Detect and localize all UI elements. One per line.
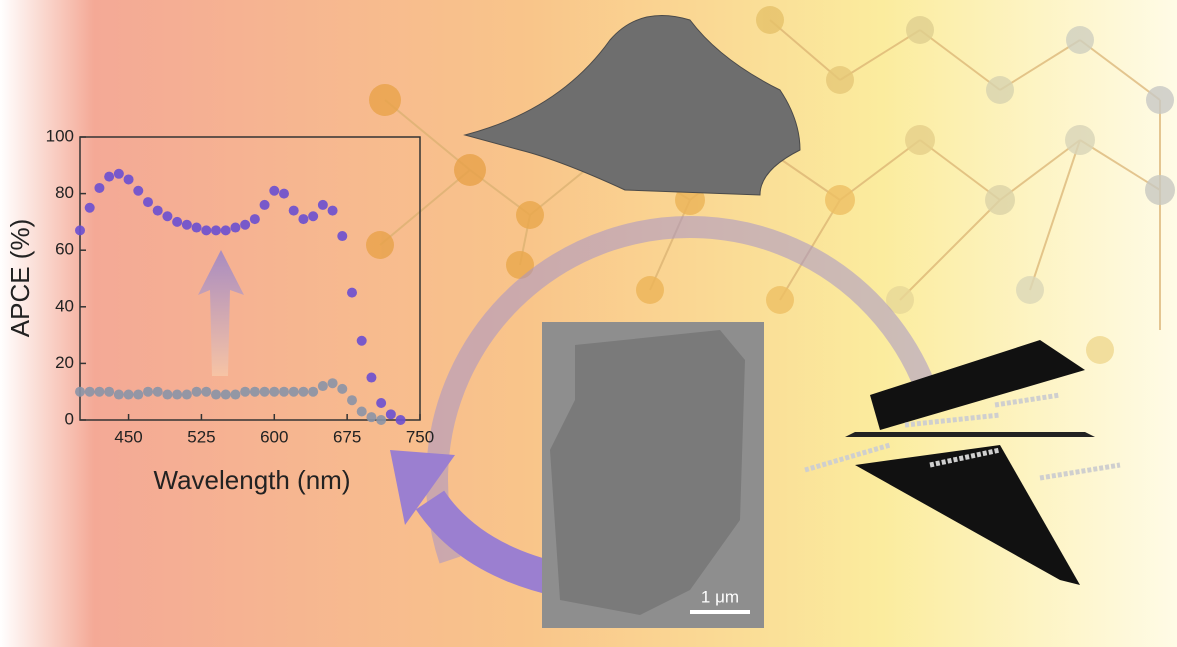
data-point <box>308 211 319 222</box>
data-point <box>191 222 202 233</box>
data-point <box>84 202 95 213</box>
data-point <box>230 222 241 233</box>
data-point <box>152 386 163 397</box>
data-point <box>181 389 192 400</box>
data-point <box>230 389 241 400</box>
data-point <box>240 386 251 397</box>
data-point <box>172 216 183 227</box>
data-point <box>201 386 212 397</box>
data-point <box>347 395 357 406</box>
data-point <box>327 378 338 389</box>
data-point <box>376 398 387 409</box>
data-point <box>191 386 202 397</box>
data-point <box>249 386 260 397</box>
data-point <box>337 383 348 394</box>
scale-bar-label: 1 μm <box>701 587 739 606</box>
increase-arrow <box>198 250 244 376</box>
crystal-lattice <box>379 19 1161 330</box>
data-point <box>104 171 115 182</box>
powder-image <box>463 15 801 196</box>
data-point <box>308 386 319 397</box>
data-point <box>162 211 173 222</box>
data-point <box>385 409 396 420</box>
data-point <box>104 386 115 397</box>
x-tick-label: 450 <box>114 427 142 446</box>
data-point <box>75 386 85 397</box>
cycle-arrow-shaft <box>415 490 564 597</box>
data-point <box>220 225 231 236</box>
data-point <box>94 182 105 193</box>
data-point <box>172 389 183 400</box>
sheet-top <box>870 340 1085 430</box>
data-point <box>211 389 221 400</box>
data-point <box>269 185 280 196</box>
y-tick-label: 60 <box>55 240 74 259</box>
data-point <box>269 386 280 397</box>
data-point <box>240 219 251 230</box>
data-point <box>211 225 221 236</box>
data-point <box>259 199 270 210</box>
data-point <box>113 389 124 400</box>
data-point <box>181 219 192 230</box>
nanosheet <box>550 330 745 615</box>
data-point <box>288 386 299 397</box>
data-point <box>376 415 387 425</box>
y-tick-label: 80 <box>55 183 74 202</box>
x-tick-label: 600 <box>260 427 288 446</box>
data-point <box>123 389 134 400</box>
data-point <box>94 386 105 397</box>
x-tick-label: 525 <box>187 427 215 446</box>
data-point <box>395 415 406 425</box>
data-point <box>143 386 153 397</box>
molecules <box>804 392 1121 481</box>
data-point <box>220 389 231 400</box>
data-point <box>143 197 153 208</box>
data-point <box>366 412 377 423</box>
x-tick-label: 675 <box>333 427 361 446</box>
data-point <box>356 406 367 417</box>
data-point <box>123 174 134 185</box>
data-point <box>327 205 338 216</box>
data-point <box>152 205 163 216</box>
x-tick-label: 750 <box>406 427 434 446</box>
data-point <box>317 381 328 392</box>
data-point <box>279 386 289 397</box>
data-point <box>84 386 95 397</box>
data-point <box>249 214 260 225</box>
data-point <box>298 386 309 397</box>
data-point <box>133 389 144 400</box>
y-tick-label: 0 <box>65 409 74 428</box>
data-point <box>279 188 289 199</box>
data-point <box>113 168 124 179</box>
data-point <box>356 335 367 346</box>
y-axis-title: APCE (%) <box>5 219 35 337</box>
data-point <box>288 205 299 216</box>
data-point <box>259 386 270 397</box>
data-point <box>201 225 212 236</box>
y-tick-label: 100 <box>46 126 74 145</box>
plot-frame <box>79 136 421 421</box>
cycle-ring <box>426 216 941 564</box>
data-point <box>75 225 85 236</box>
y-tick-label: 20 <box>55 353 74 372</box>
data-point <box>162 389 173 400</box>
data-point <box>347 287 357 298</box>
sheet-middle <box>845 432 1095 437</box>
cycle-arrow-head <box>390 450 455 525</box>
x-axis-title: Wavelength (nm) <box>154 465 351 495</box>
sheet-bottom <box>855 445 1080 585</box>
data-point <box>366 372 377 383</box>
data-point <box>298 214 309 225</box>
data-point <box>317 199 328 210</box>
data-point <box>133 185 144 196</box>
data-point <box>337 231 348 242</box>
y-tick-label: 40 <box>55 296 74 315</box>
